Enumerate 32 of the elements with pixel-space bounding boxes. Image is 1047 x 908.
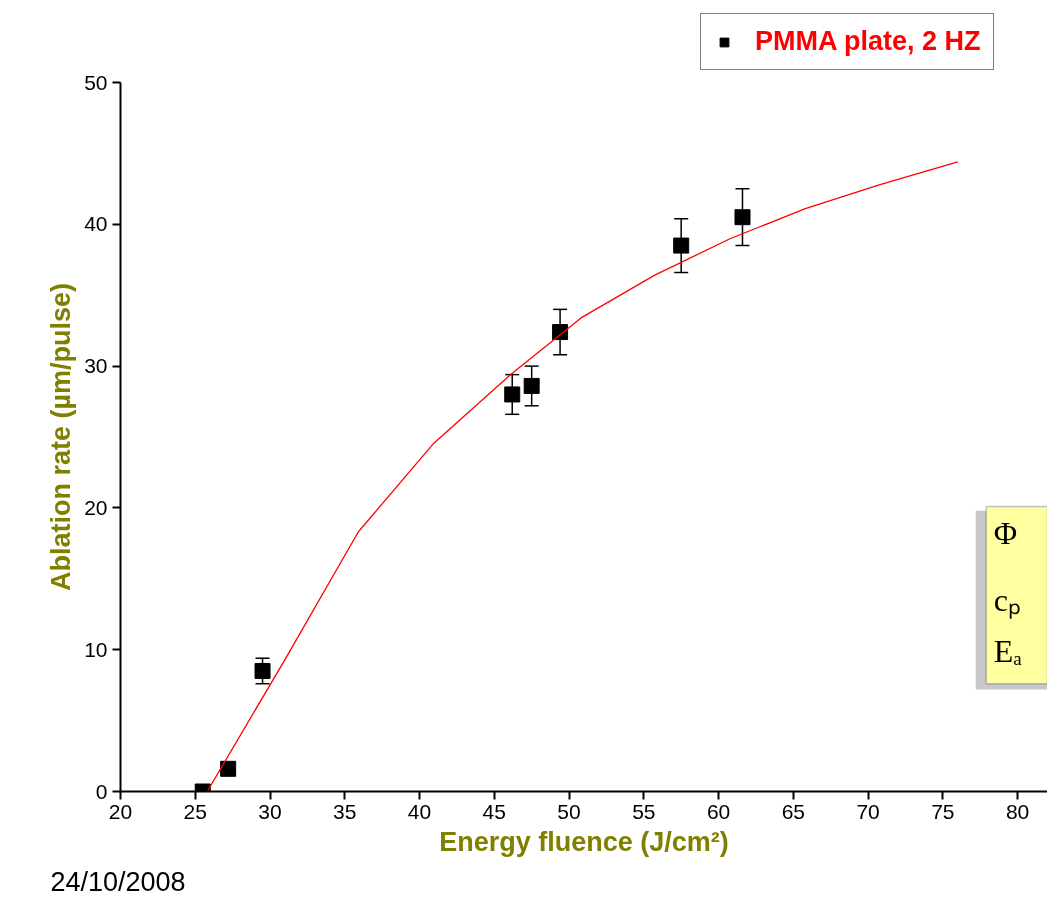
y-tick-label: 20 [84, 495, 108, 519]
x-tick-label: 80 [1005, 799, 1030, 823]
x-tick-label: 30 [258, 799, 282, 823]
point [254, 662, 271, 679]
y-tick-label: 40 [84, 212, 108, 236]
point [220, 760, 237, 777]
x-tick-label: 35 [333, 799, 357, 823]
point [673, 237, 690, 254]
x-tick-label: 65 [781, 799, 805, 823]
legend-label: PMMA plate, 2 HZ [755, 26, 981, 57]
x-tick-label: 50 [557, 799, 581, 823]
point [734, 209, 751, 226]
x-axis-title: Energy fluence (J/cm²) [439, 826, 729, 857]
y-tick-label: 50 [84, 70, 108, 94]
x-tick-label: 25 [183, 799, 207, 823]
annotation: cₚ [993, 582, 1021, 620]
y-tick-label: 10 [84, 637, 108, 661]
text: 24/10/2008 [50, 866, 186, 897]
point [523, 377, 540, 394]
point [504, 386, 521, 403]
x-tick-label: 45 [482, 799, 506, 823]
annotation: Eₐ [993, 633, 1023, 670]
y-tick-label: 30 [84, 354, 108, 378]
x-tick-label: 60 [706, 799, 731, 823]
y-tick-label: 0 [95, 779, 108, 803]
y-axis-title: Ablation rate (µm/pulse) [46, 282, 77, 592]
x-tick-label: 40 [407, 799, 432, 823]
annotation: Φ [993, 515, 1018, 552]
x-tick-label: 20 [108, 799, 133, 823]
x-tick-label: 55 [632, 799, 656, 823]
x-tick-label: 70 [856, 799, 880, 823]
x-tick-label: 75 [931, 799, 955, 823]
